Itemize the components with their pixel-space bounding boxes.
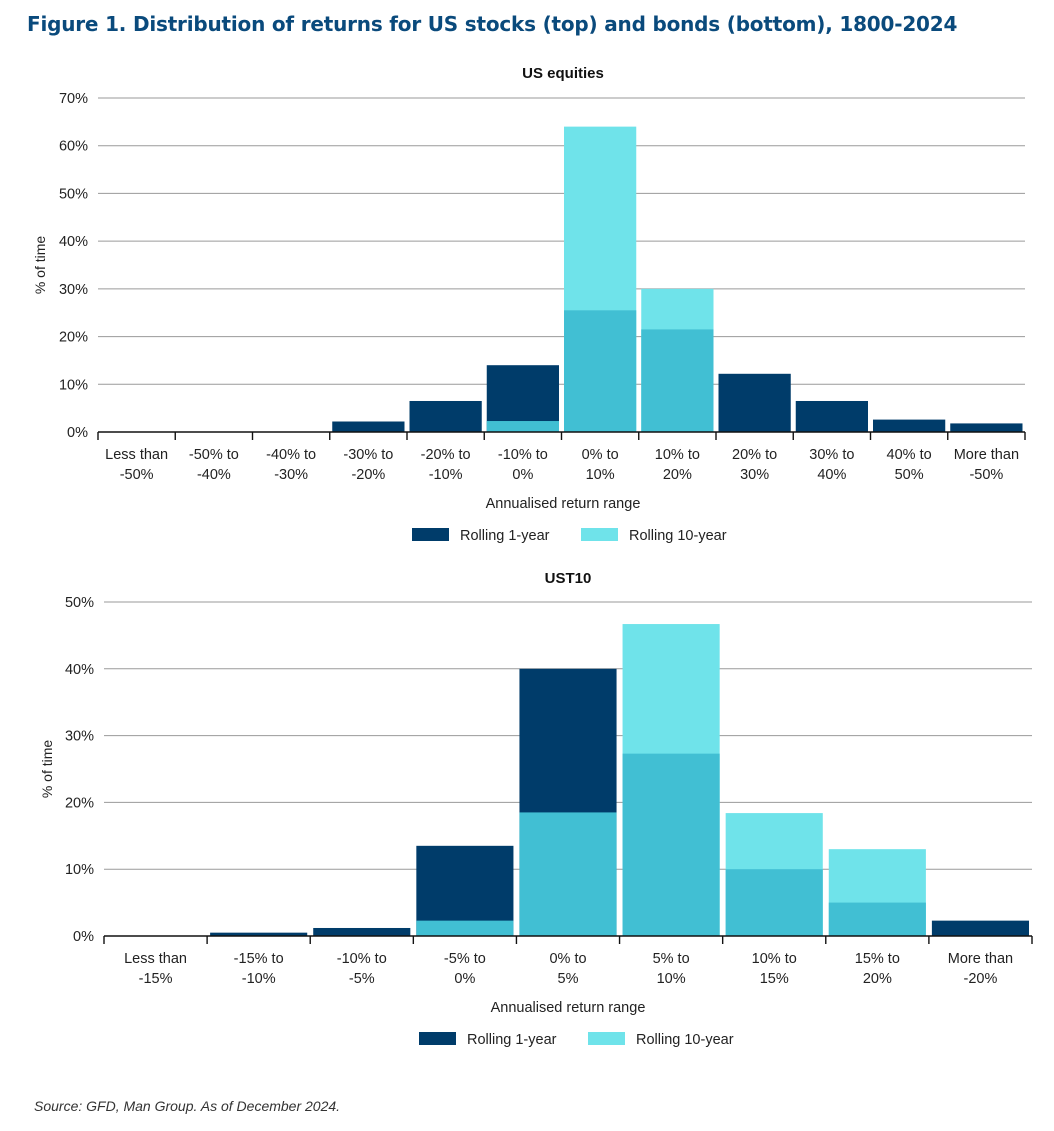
equities-x-tick-label: 0%: [512, 467, 533, 483]
ust10-x-tick-label: 0% to: [549, 951, 586, 967]
equities-x-axis-label: Annualised return range: [486, 496, 641, 512]
equities-y-tick-label: 40%: [59, 234, 88, 250]
equities-bar-rolling-1-year: [795, 400, 868, 432]
equities-x-tick-label: -10% to: [498, 447, 548, 463]
equities-x-tick-label: 50%: [895, 467, 924, 483]
ust10-chart-title: UST10: [545, 570, 592, 587]
equities-legend-label-rolling-1-year: Rolling 1-year: [460, 528, 550, 544]
source-note: Source: GFD, Man Group. As of December 2…: [34, 1098, 341, 1114]
ust10-x-tick-label: -5%: [349, 971, 375, 987]
ust10-bar-overlap: [519, 812, 617, 936]
ust10-x-tick-label: -5% to: [444, 951, 486, 967]
equities-y-tick-label: 0%: [67, 425, 88, 441]
equities-bar-overlap: [486, 421, 559, 432]
ust10-x-tick-label: -10% to: [337, 951, 387, 967]
ust10-bar-rolling-1-year: [210, 932, 308, 936]
equities-bar-rolling-1-year: [718, 373, 791, 432]
equities-bar-rolling-1-year: [409, 400, 482, 432]
ust10-x-tick-label: 10% to: [752, 951, 797, 967]
ust10-x-tick-label: 0%: [454, 971, 475, 987]
equities-bar-rolling-1-year: [950, 423, 1023, 432]
equities-x-tick-label: -40% to: [266, 447, 316, 463]
ust10-x-axis-label: Annualised return range: [491, 1000, 646, 1016]
ust10-bar-overlap: [828, 902, 926, 936]
ust10-x-tick-label: 5% to: [653, 951, 690, 967]
equities-y-axis-label: % of time: [32, 236, 48, 295]
equities-x-tick-label: 30% to: [809, 447, 854, 463]
equities-legend-label-rolling-10-year: Rolling 10-year: [629, 528, 727, 544]
equities-x-tick-label: -50% to: [189, 447, 239, 463]
equities-y-tick-label: 30%: [59, 282, 88, 298]
ust10-legend-label-rolling-1-year: Rolling 1-year: [467, 1032, 557, 1048]
ust10-x-tick-label: 5%: [558, 971, 579, 987]
equities-legend-swatch-rolling-10-year: [581, 528, 618, 541]
equities-x-tick-label: -20%: [351, 467, 385, 483]
ust10-y-tick-label: 50%: [65, 595, 94, 611]
equities-x-tick-label: -30%: [274, 467, 308, 483]
ust10-x-tick-label: 15% to: [855, 951, 900, 967]
equities-bar-rolling-1-year: [873, 419, 946, 432]
equities-x-tick-label: 10%: [586, 467, 615, 483]
equities-x-tick-label: Less than: [105, 447, 168, 463]
equities-chart-title: US equities: [522, 65, 604, 82]
ust10-y-axis-label: % of time: [39, 740, 55, 799]
us-equities-chart: US equities 0% 10% 20% 30% 40% 50% 60% 70% % of t…: [32, 65, 1026, 544]
ust10-x-tick-label: -15%: [139, 971, 173, 987]
equities-x-tick-label: -50%: [969, 467, 1003, 483]
ust10-legend-swatch-rolling-1-year: [419, 1032, 456, 1045]
ust10-bar-overlap: [622, 753, 720, 936]
ust10-chart: UST10 0% 10% 20% 30% 40% 50% % of time Less than…: [39, 570, 1033, 1048]
equities-x-tick-label: 0% to: [582, 447, 619, 463]
ust10-x-tick-label: -15% to: [234, 951, 284, 967]
ust10-y-tick-label: 10%: [65, 862, 94, 878]
equities-bar-rolling-1-year: [332, 421, 405, 432]
equities-x-tick-label: 30%: [740, 467, 769, 483]
ust10-bar-overlap: [725, 869, 823, 936]
equities-y-tick-label: 60%: [59, 139, 88, 155]
equities-x-tick-label: -50%: [120, 467, 154, 483]
equities-bar-overlap: [641, 329, 714, 432]
ust10-y-tick-label: 30%: [65, 729, 94, 745]
ust10-y-tick-label: 0%: [73, 929, 94, 945]
ust10-bar-rolling-1-year: [313, 927, 411, 936]
equities-x-tick-label: 40% to: [887, 447, 932, 463]
ust10-x-tick-label: -10%: [242, 971, 276, 987]
ust10-bar-overlap: [416, 920, 514, 936]
equities-bar-overlap: [564, 310, 637, 432]
ust10-y-tick-label: 40%: [65, 662, 94, 678]
equities-x-tick-label: More than: [954, 447, 1019, 463]
equities-x-tick-label: -40%: [197, 467, 231, 483]
equities-y-tick-label: 20%: [59, 330, 88, 346]
ust10-x-tick-label: Less than: [124, 951, 187, 967]
equities-x-tick-label: 10% to: [655, 447, 700, 463]
figure-title: Figure 1. Distribution of returns for US…: [27, 12, 958, 36]
ust10-x-tick-label: 10%: [657, 971, 686, 987]
ust10-legend-label-rolling-10-year: Rolling 10-year: [636, 1032, 734, 1048]
equities-x-tick-label: -10%: [429, 467, 463, 483]
ust10-x-tick-label: 15%: [760, 971, 789, 987]
equities-x-tick-label: 40%: [817, 467, 846, 483]
ust10-bar-rolling-1-year: [931, 920, 1029, 936]
equities-bar-rolling-1-year: [486, 365, 559, 432]
equities-x-tick-label: 20% to: [732, 447, 777, 463]
ust10-legend-swatch-rolling-10-year: [588, 1032, 625, 1045]
equities-y-tick-label: 50%: [59, 186, 88, 202]
equities-y-tick-label: 70%: [59, 91, 88, 107]
equities-x-tick-label: -30% to: [343, 447, 393, 463]
equities-legend-swatch-rolling-1-year: [412, 528, 449, 541]
ust10-x-tick-label: -20%: [964, 971, 998, 987]
equities-x-tick-label: 20%: [663, 467, 692, 483]
equities-x-tick-label: -20% to: [421, 447, 471, 463]
ust10-x-tick-label: 20%: [863, 971, 892, 987]
equities-y-tick-label: 10%: [59, 377, 88, 393]
ust10-x-tick-label: More than: [948, 951, 1013, 967]
ust10-y-tick-label: 20%: [65, 795, 94, 811]
